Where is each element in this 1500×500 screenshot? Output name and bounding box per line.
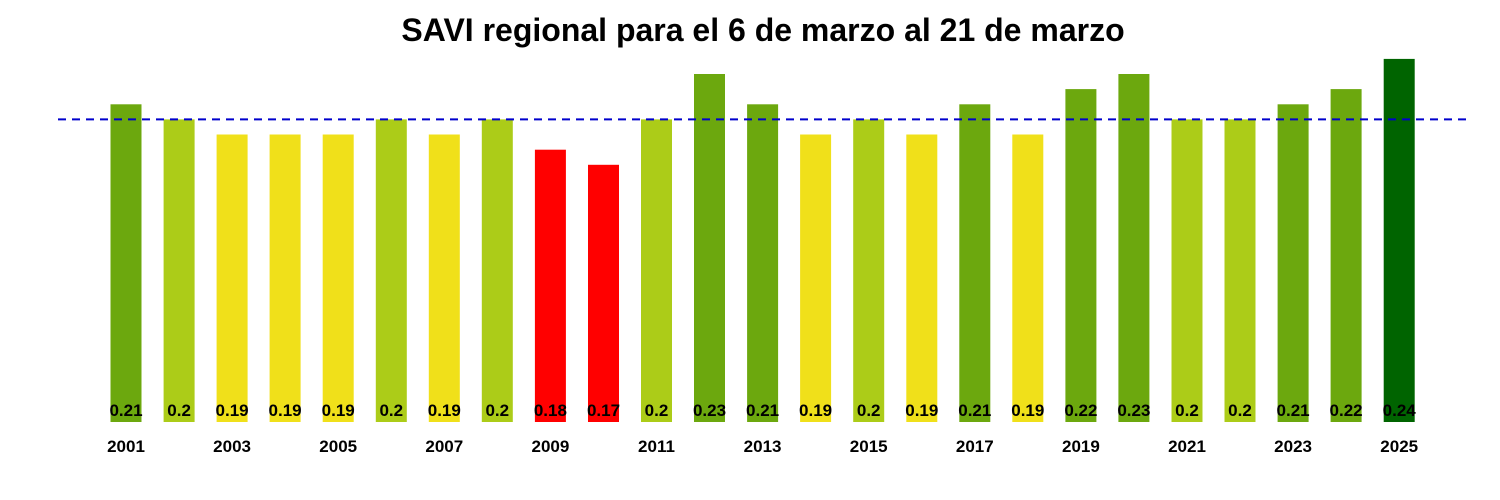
bar-2024	[1330, 89, 1362, 422]
chart-title: SAVI regional para el 6 de marzo al 21 d…	[401, 12, 1125, 48]
bar-2005	[322, 134, 354, 422]
value-label-2002: 0.2	[167, 401, 191, 420]
x-tick-label-2015: 2015	[850, 437, 888, 456]
bar-2011	[641, 119, 672, 423]
value-label-2018: 0.19	[1011, 401, 1044, 420]
value-label-2012: 0.23	[693, 401, 726, 420]
value-label-2007: 0.19	[428, 401, 461, 420]
value-label-2011: 0.2	[645, 401, 669, 420]
value-label-2019: 0.22	[1064, 401, 1097, 420]
bar-2025	[1383, 58, 1415, 423]
x-tick-label-2019: 2019	[1062, 437, 1100, 456]
x-tick-label-2017: 2017	[956, 437, 994, 456]
bar-2017	[959, 104, 991, 423]
value-label-2025: 0.24	[1383, 401, 1417, 420]
bar-2018	[1012, 134, 1044, 422]
value-label-2001: 0.21	[109, 401, 142, 420]
bar-2022	[1224, 119, 1256, 423]
x-tick-label-2007: 2007	[425, 437, 463, 456]
bar-2008	[481, 119, 513, 423]
bar-2009	[534, 149, 566, 422]
x-tick-label-2003: 2003	[213, 437, 251, 456]
bar-2010	[588, 164, 619, 423]
bar-2016	[906, 134, 938, 422]
bar-2019	[1065, 89, 1097, 422]
bar-2007	[428, 134, 460, 422]
bar-2012	[694, 74, 725, 422]
value-label-2017: 0.21	[958, 401, 991, 420]
value-label-2023: 0.21	[1277, 401, 1310, 420]
value-label-2004: 0.19	[269, 401, 302, 420]
bar-2014	[800, 134, 832, 422]
x-tick-label-2025: 2025	[1380, 437, 1418, 456]
value-label-2020: 0.23	[1117, 401, 1150, 420]
value-label-2010: 0.17	[587, 401, 620, 420]
bar-2003	[216, 134, 248, 422]
bar-2006	[375, 119, 407, 423]
x-tick-label-2005: 2005	[319, 437, 357, 456]
value-label-2021: 0.2	[1175, 401, 1199, 420]
value-label-2005: 0.19	[322, 401, 355, 420]
value-label-2022: 0.2	[1228, 401, 1252, 420]
x-tick-label-2011: 2011	[638, 437, 675, 456]
bar-2021	[1171, 119, 1203, 423]
x-tick-label-2013: 2013	[744, 437, 782, 456]
value-label-2015: 0.2	[857, 401, 881, 420]
value-label-2014: 0.19	[799, 401, 832, 420]
value-label-2009: 0.18	[534, 401, 567, 420]
x-tick-label-2023: 2023	[1274, 437, 1312, 456]
value-label-2003: 0.19	[216, 401, 249, 420]
bar-2020	[1118, 74, 1150, 422]
bar-2023	[1277, 104, 1309, 423]
value-label-2016: 0.19	[905, 401, 938, 420]
x-tick-label-2009: 2009	[531, 437, 569, 456]
bar-2001	[110, 104, 142, 423]
bar-2004	[269, 134, 301, 422]
x-tick-label-2021: 2021	[1168, 437, 1206, 456]
value-label-2008: 0.2	[485, 401, 509, 420]
x-tick-label-2001: 2001	[107, 437, 145, 456]
bar-2002	[163, 119, 195, 423]
value-label-2024: 0.22	[1330, 401, 1363, 420]
bar-2013	[747, 104, 779, 423]
bar-2015	[853, 119, 885, 423]
value-label-2013: 0.21	[746, 401, 779, 420]
value-label-2006: 0.2	[379, 401, 403, 420]
